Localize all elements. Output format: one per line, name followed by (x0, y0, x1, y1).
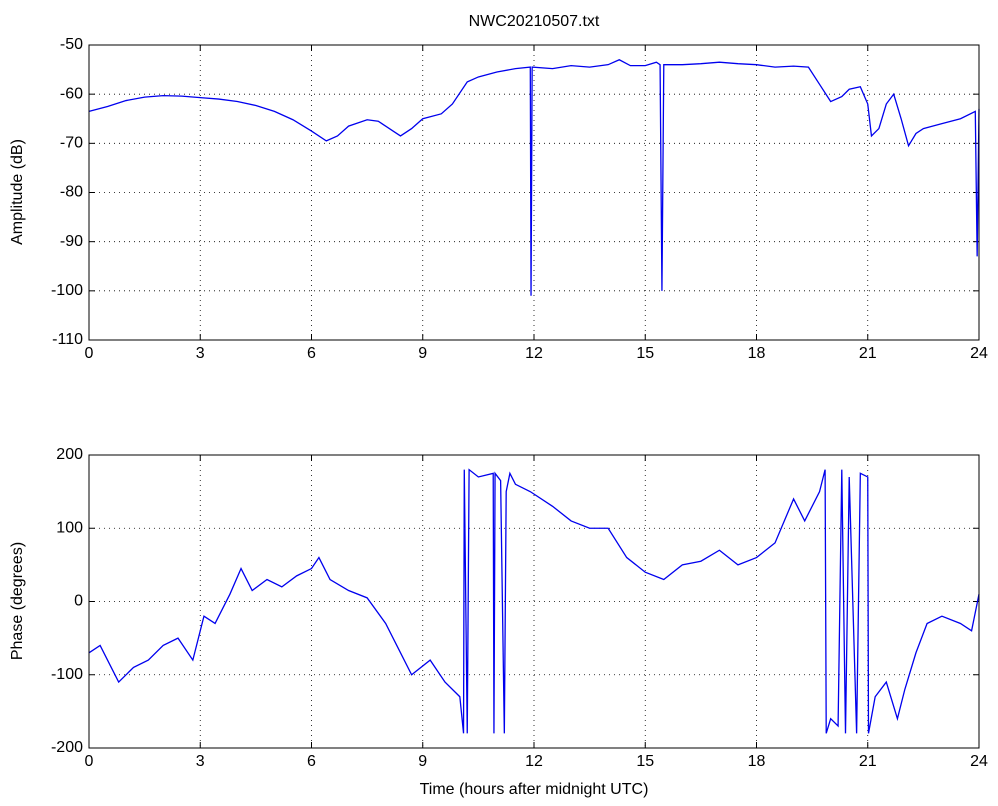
data-line (88, 468, 980, 734)
chart-title: NWC20210507.txt (469, 13, 600, 30)
y-tick-label: -90 (60, 233, 83, 250)
x-tick-label: 15 (636, 753, 654, 770)
x-tick-label: 12 (525, 753, 543, 770)
x-tick-label: 3 (196, 753, 205, 770)
x-tick-label: 24 (970, 753, 988, 770)
y-tick-label: 100 (56, 519, 83, 536)
x-tick-label: 3 (196, 345, 205, 362)
x-tick-label: 0 (85, 345, 94, 362)
y-tick-label: -80 (60, 184, 83, 201)
axes-box (88, 44, 980, 341)
y-tick-label: -100 (51, 282, 83, 299)
x-tick-label: 12 (525, 345, 543, 362)
x-tick-label: 6 (307, 345, 316, 362)
x-tick-label: 21 (859, 345, 877, 362)
y-tick-label: -70 (60, 135, 83, 152)
y-tick-label: -60 (60, 85, 83, 102)
x-tick-label: 24 (970, 345, 988, 362)
x-tick-label: 21 (859, 753, 877, 770)
y-tick-label: -100 (51, 666, 83, 683)
y-axis-label: Amplitude (dB) (9, 139, 26, 245)
y-tick-label: -200 (51, 739, 83, 756)
x-tick-label: 18 (748, 345, 766, 362)
x-tick-label: 18 (748, 753, 766, 770)
data-line (88, 59, 980, 296)
x-tick-label: 6 (307, 753, 316, 770)
y-tick-label: -50 (60, 36, 83, 53)
x-tick-label: 9 (418, 345, 427, 362)
x-tick-label: 0 (85, 753, 94, 770)
y-tick-label: 0 (74, 593, 83, 610)
x-axis-label: Time (hours after midnight UTC) (420, 781, 649, 798)
y-tick-label: 200 (56, 446, 83, 463)
y-axis-label: Phase (degrees) (9, 542, 26, 660)
x-tick-label: 15 (636, 345, 654, 362)
axes-box (88, 454, 980, 749)
x-tick-label: 9 (418, 753, 427, 770)
y-tick-label: -110 (52, 331, 83, 348)
